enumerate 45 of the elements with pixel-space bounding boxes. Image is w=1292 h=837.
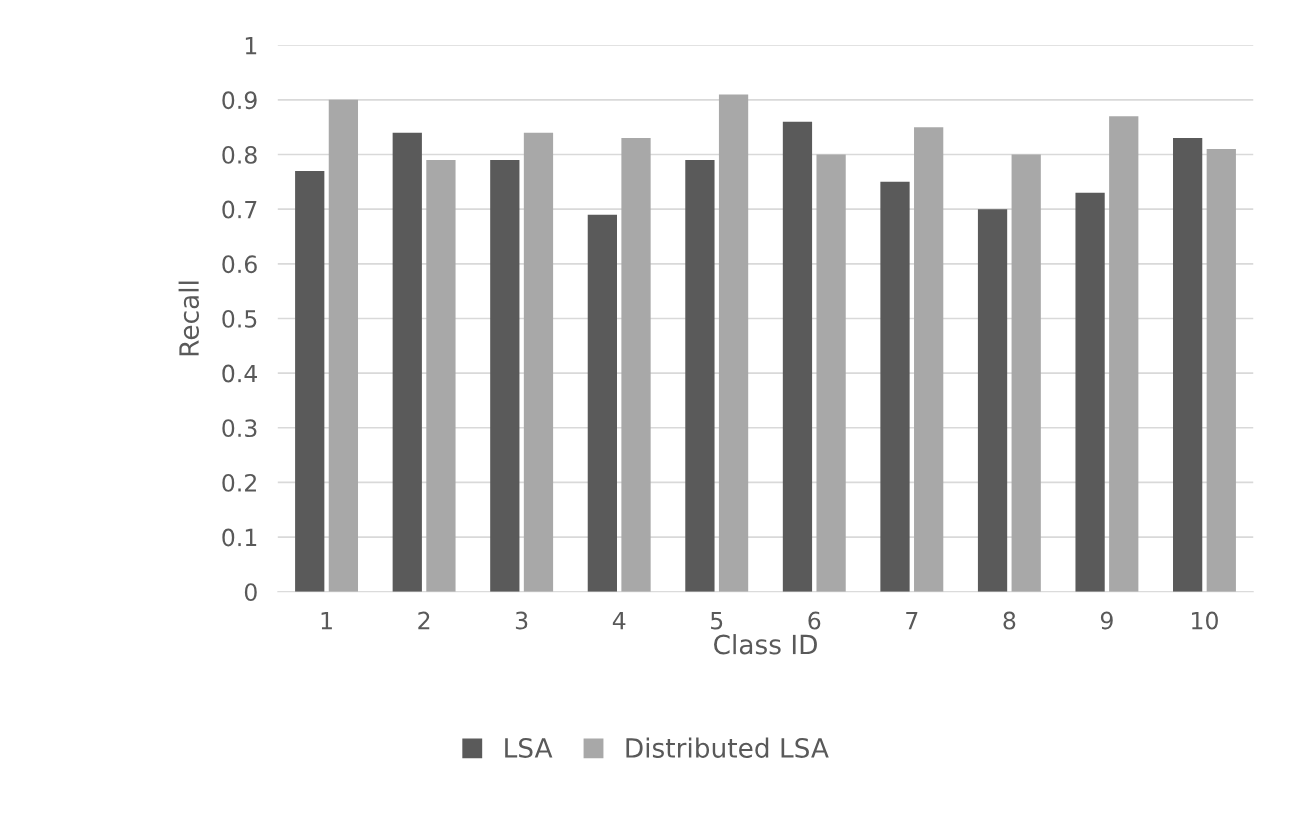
y-tick-label: 0.6 [222,255,257,274]
y-tick-label: 0.9 [222,91,257,110]
bar [816,154,846,592]
x-tick-label: 10 [1192,611,1218,630]
y-tick-label: 0.4 [222,364,258,383]
bar [328,99,359,592]
bar [880,181,910,592]
x-tick-label: 3 [515,611,528,630]
legend-label: LSA [505,737,553,758]
x-tick-label: 7 [906,611,918,630]
bar [392,132,422,592]
y-axis-title: Recall [178,281,200,356]
bar [1206,149,1236,592]
bar [685,159,715,592]
x-tick-label: 4 [612,611,626,630]
x-tick-label: 9 [1100,611,1113,630]
bar [426,159,456,592]
y-tick-label: 0.8 [222,145,257,164]
x-tick-label: 2 [418,611,430,630]
y-tick-label: 0.7 [222,200,257,219]
y-tick-label: 0.2 [222,473,256,492]
y-tick-label: 0 [244,583,257,602]
y-tick-label: 0.3 [222,419,257,438]
bar [1075,192,1105,592]
y-tick-label: 0.5 [222,309,257,328]
bar [1173,138,1203,592]
x-tick-label: 5 [711,611,723,630]
bar [490,159,520,592]
x-axis-title: Class ID [714,634,817,655]
bar [587,214,617,592]
bar [1109,116,1139,592]
bar [977,209,1008,592]
bar [523,132,554,592]
bar [782,121,813,592]
bar [1011,154,1041,592]
bar [295,170,325,592]
y-tick-label: 0.1 [222,528,257,547]
bar [914,127,944,592]
bar [718,94,749,592]
legend-label: Distributed LSA [626,737,829,758]
y-tick-label: 1 [245,36,257,55]
x-tick-label: 1 [321,611,332,630]
x-tick-label: 6 [808,611,821,630]
x-tick-label: 8 [1003,611,1016,630]
bar [621,138,651,592]
